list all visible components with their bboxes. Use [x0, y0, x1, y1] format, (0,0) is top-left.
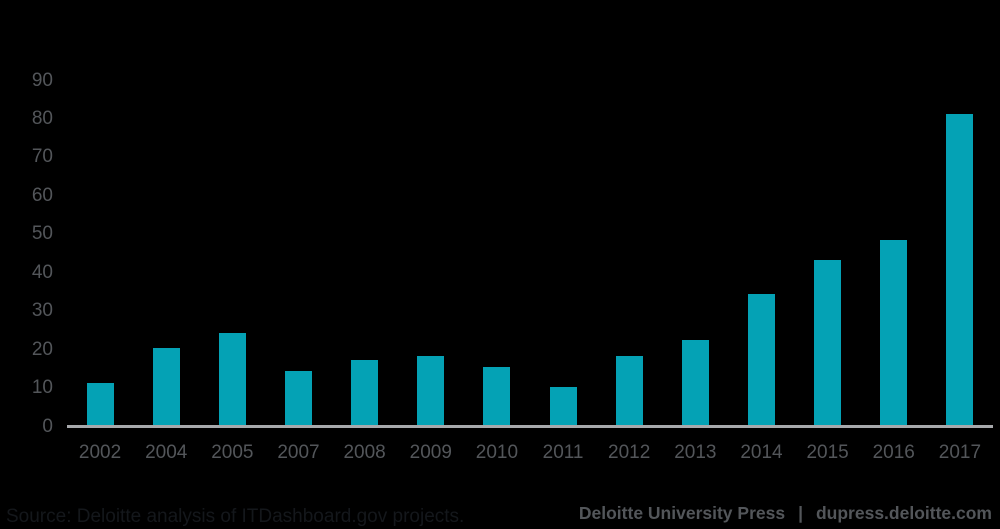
bar-slot-2010 [464, 79, 530, 425]
x-axis-tick-label: 2017 [938, 442, 982, 463]
bar-slot-2007 [265, 79, 331, 425]
bar-2009 [417, 355, 445, 425]
x-axis-tick-label: 2012 [608, 442, 651, 463]
x-axis-tick-label: 2007 [277, 442, 320, 463]
x-axis-tick-label: 2013 [674, 442, 717, 463]
bar-2008 [351, 359, 379, 425]
bar-slot-2011 [530, 79, 596, 425]
publisher-website: dupress.deloitte.com [815, 503, 992, 523]
bar-slot-2012 [596, 79, 662, 425]
bar-2011 [549, 386, 577, 425]
y-axis-tick-label: 90 [31, 69, 53, 91]
bar-slot-2009 [398, 79, 464, 425]
x-axis-tick-label: 2004 [145, 442, 188, 463]
y-axis-tick-label: 70 [31, 146, 53, 168]
bar-2017 [946, 113, 974, 425]
x-axis-tick-label: 2011 [542, 442, 584, 463]
x-axis-tick-label: 2002 [78, 442, 122, 463]
x-axis-tick-label: 2010 [475, 442, 519, 463]
bar-slot-2014 [728, 79, 794, 425]
bar-2010 [483, 367, 511, 425]
bar-slot-2005 [199, 79, 265, 425]
y-axis-tick-label: 0 [42, 415, 53, 437]
bar-2005 [218, 332, 246, 425]
publisher-line: Deloitte University Press | dupress.deloit… [579, 501, 992, 525]
x-axis-tick-label: 2008 [343, 442, 386, 463]
source-note: Source: Deloitte analysis of ITDashboard… [6, 506, 465, 527]
x-axis-tick-label: 2009 [409, 442, 452, 463]
x-axis-tick-label: 2005 [211, 442, 254, 463]
y-axis-tick-label: 60 [31, 184, 53, 206]
y-axis-tick-label: 40 [31, 261, 53, 283]
separator: | [798, 503, 803, 523]
bar-slot-2015 [795, 79, 861, 425]
bar-2012 [615, 355, 643, 425]
y-axis-tick-label: 10 [31, 377, 53, 399]
y-axis-tick-label: 20 [31, 338, 53, 360]
bar-2013 [681, 340, 709, 425]
bar-2015 [814, 259, 842, 425]
bar-slot-2004 [133, 79, 199, 425]
bar-2016 [880, 240, 908, 425]
x-axis-tick-label: 2015 [806, 442, 849, 463]
x-axis-tick-label: 2014 [740, 442, 783, 463]
x-axis-labels: 2002 2004 2005 2007 2008 2009 2010 2011 2012 2013… [67, 442, 993, 464]
y-axis-tick-label: 80 [31, 107, 53, 129]
bar-2014 [747, 294, 775, 425]
x-axis-tick-label: 2016 [872, 442, 915, 463]
x-axis-line [67, 425, 993, 428]
bar-2007 [284, 371, 312, 425]
plot-area [67, 79, 993, 425]
bar-slot-2013 [662, 79, 728, 425]
bar-2004 [152, 348, 180, 425]
bar-slot-2016 [861, 79, 927, 425]
bar-slot-2017 [927, 79, 993, 425]
bar-slot-2008 [332, 79, 398, 425]
bar-slot-2002 [67, 79, 133, 425]
bar-2002 [86, 382, 114, 425]
y-axis-tick-label: 30 [31, 300, 53, 322]
y-axis-tick-label: 50 [31, 223, 53, 245]
publisher-name: Deloitte University Press [578, 503, 786, 523]
